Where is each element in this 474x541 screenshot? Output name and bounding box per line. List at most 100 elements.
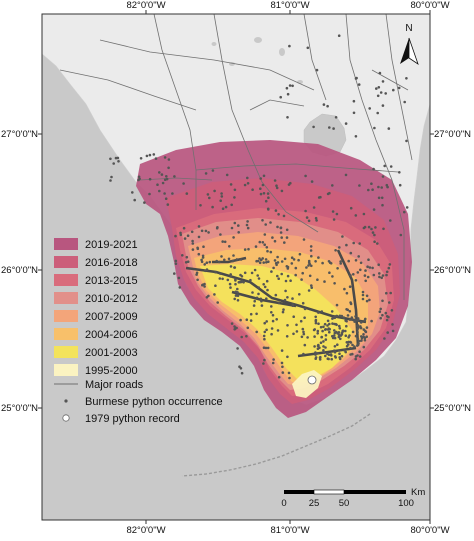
occurrence-point [167,158,171,161]
top-longitude-label: 80°0'0"W [410,0,449,11]
occurrence-point [345,243,348,247]
occurrence-point [233,196,236,199]
occurrence-point [335,303,339,307]
occurrence-point [326,324,329,327]
occurrence-point [354,357,358,361]
occurrence-point [114,156,118,160]
occurrence-point [364,317,367,321]
occurrence-point [218,260,221,264]
occurrence-point [381,299,384,303]
occurrence-point [365,335,369,339]
occurrence-point [208,260,212,264]
occurrence-point [270,327,274,330]
occurrence-point [316,347,320,351]
occurrence-point [282,308,285,311]
python-record-1979-marker [307,375,317,385]
occurrence-point [349,302,353,306]
occurrence-point [227,257,231,261]
occurrence-point [221,277,224,281]
occurrence-point [174,234,177,238]
occurrence-point [367,188,370,192]
occurrence-point [131,191,134,194]
occurrence-point [266,346,270,350]
occurrence-point [322,325,325,329]
occurrence-point [370,227,373,231]
occurrence-point [351,330,355,334]
occurrence-point [385,318,389,322]
occurrence-point [388,263,392,266]
occurrence-point [338,324,341,328]
occurrence-point [379,91,383,94]
occurrence-point [314,318,318,322]
occurrence-point [282,214,286,218]
occurrence-point [333,345,337,348]
occurrence-point [287,371,291,375]
occurrence-point [178,286,182,289]
occurrence-point [236,347,239,350]
occurrence-point [274,293,278,297]
occurrence-point [385,291,388,295]
occurrence-point [263,243,267,246]
occurrence-point [339,262,343,265]
occurrence-point [358,242,362,245]
occurrence-point [234,294,238,297]
occurrence-point [339,260,342,263]
legend-swatch [54,310,78,322]
occurrence-point [348,310,352,313]
occurrence-point [349,206,353,210]
occurrence-point [376,242,379,245]
legend-period-label: 2004-2006 [85,329,138,341]
occurrence-point [339,337,342,341]
occurrence-point [384,311,388,315]
occurrence-point [196,278,199,282]
occurrence-point [387,127,391,130]
occurrence-point [270,311,273,314]
occurrence-point [364,279,368,283]
occurrence-point [265,297,268,301]
occurrence-point [264,346,268,350]
occurrence-point [184,261,188,264]
occurrence-point [358,339,361,343]
occurrence-point [352,241,356,245]
occurrence-point [346,343,350,346]
occurrence-point [326,352,329,356]
occurrence-point [338,327,342,330]
map-frame [41,13,431,521]
occurrence-point [302,330,305,334]
occurrence-point [375,87,378,90]
occurrence-point [186,234,190,237]
occurrence-point [331,334,334,338]
occurrence-point [109,179,112,182]
occurrence-point [277,375,281,379]
occurrence-point [398,171,401,174]
occurrence-point [336,343,339,347]
occurrence-point [333,282,336,285]
scale-tick-label: 25 [309,498,320,509]
occurrence-point [137,175,141,179]
occurrence-point [335,314,338,318]
occurrence-point [246,220,249,223]
occurrence-point [328,271,331,275]
occurrence-point [377,263,381,267]
occurrence-point [298,293,301,296]
occurrence-point [163,156,167,159]
occurrence-point [270,270,273,273]
occurrence-point [373,233,376,237]
occurrence-point [381,175,385,178]
occurrence-point [379,307,383,311]
occurrence-point [302,352,305,356]
occurrence-point [357,326,360,329]
occurrence-point [405,139,408,143]
occurrence-point [363,274,367,277]
occurrence-point [279,231,283,234]
occurrence-point [165,175,168,178]
legend-swatch [54,328,78,340]
occurrence-point [319,325,323,329]
occurrence-point [158,171,161,174]
occurrence-point [229,275,233,278]
occurrence-point [139,157,143,160]
occurrence-point [204,229,208,233]
occurrence-point [109,157,112,161]
occurrence-point [165,177,169,181]
occurrence-point [361,297,365,301]
